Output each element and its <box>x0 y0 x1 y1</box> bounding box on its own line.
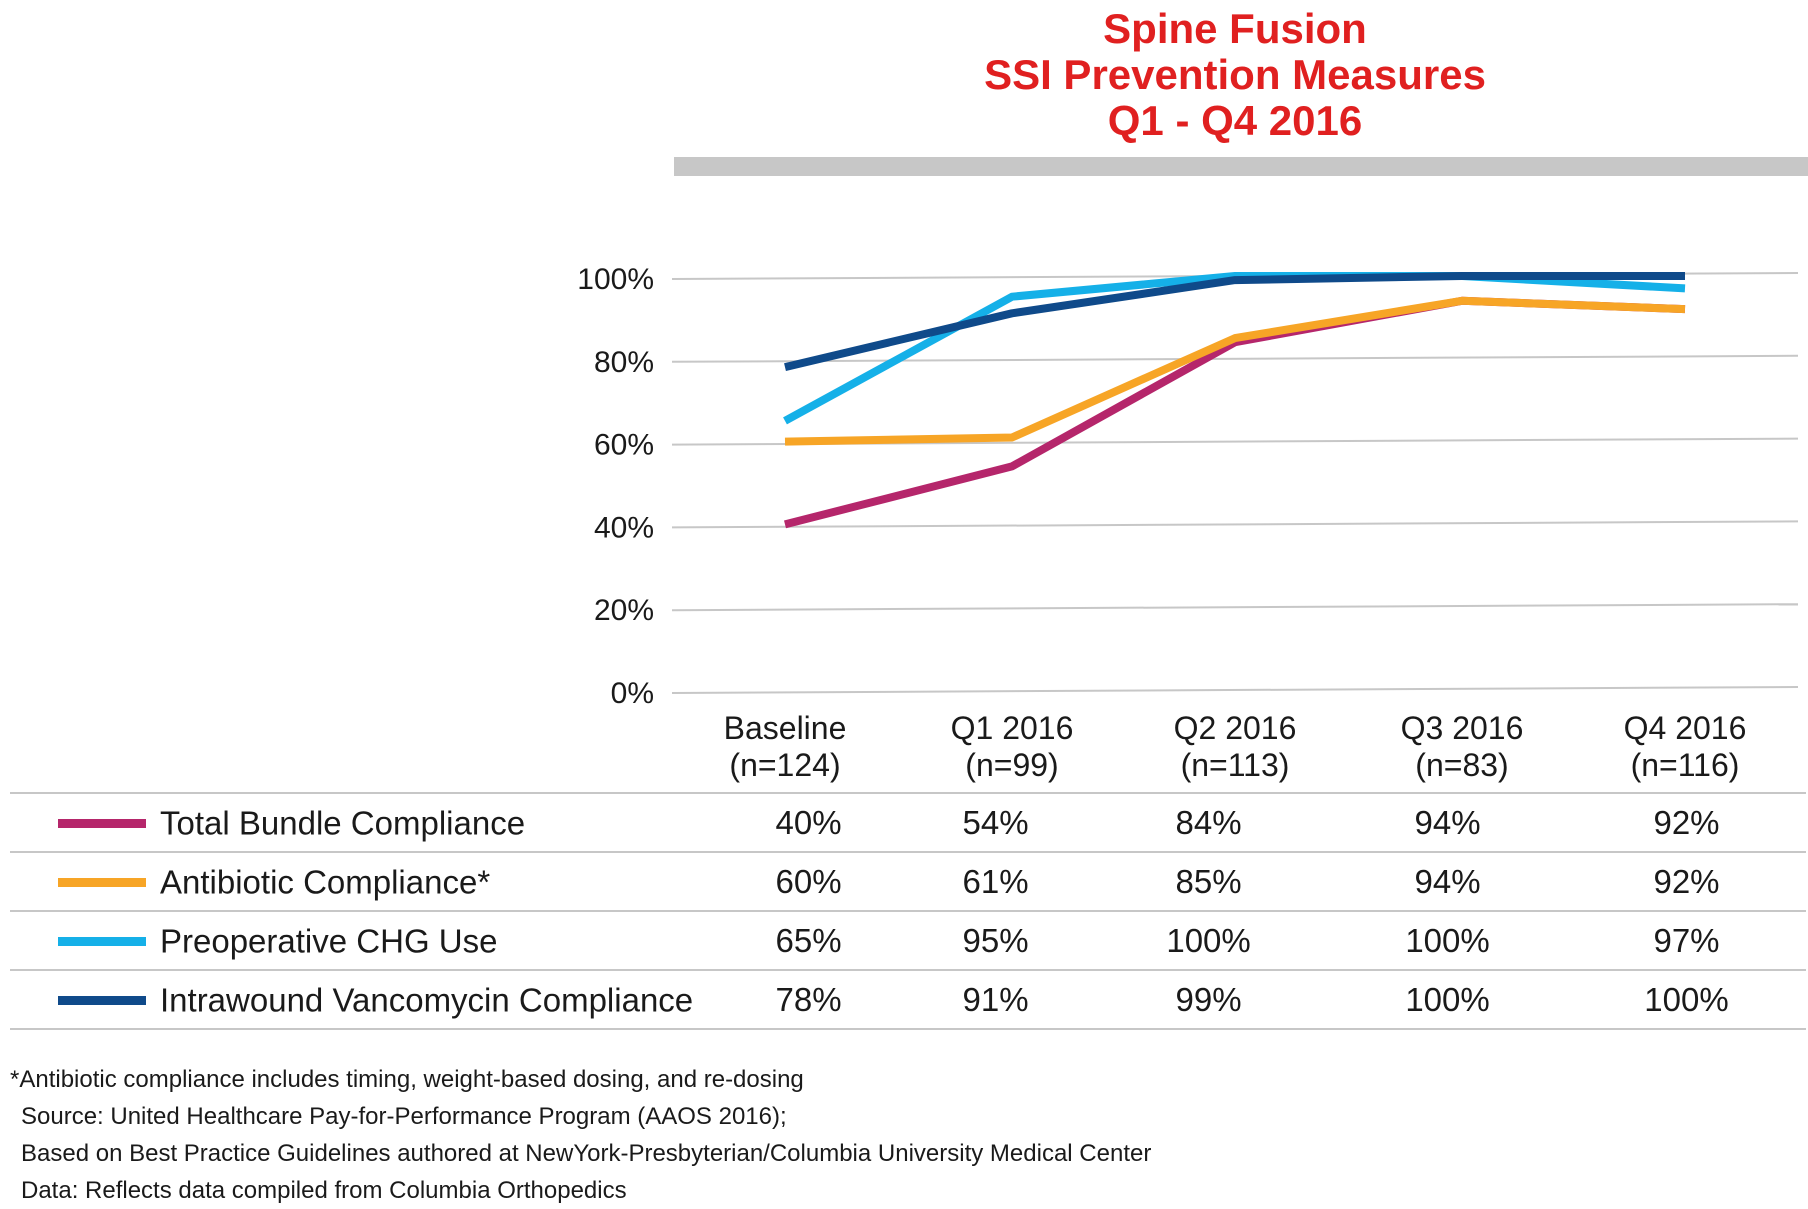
value-cell: 40% <box>715 792 903 853</box>
chart-title-line-1: Spine Fusion <box>1103 5 1367 52</box>
series-line-2 <box>783 272 1686 425</box>
y-tick-label-60: 60% <box>594 429 654 462</box>
gridline-40 <box>671 520 1799 529</box>
y-tick-label-40: 40% <box>594 511 654 544</box>
value-cell: 61% <box>902 851 1090 912</box>
table-row: Antibiotic Compliance* 60% 61% 85% 94% 92% <box>10 851 1806 912</box>
y-tick-label-80: 80% <box>594 346 654 379</box>
value-cell: 85% <box>1089 851 1329 912</box>
footnote-data: Data: Reflects data compiled from Columb… <box>21 1177 627 1204</box>
legend-label: Antibiotic Compliance* <box>160 863 491 901</box>
legend-cell: Total Bundle Compliance <box>10 792 715 853</box>
gridline-0 <box>671 686 1799 694</box>
value-cell: 94% <box>1328 792 1567 853</box>
line-chart: 0% 20% 40% 60% 80% 100% Baseline(n=124) Q1 201… <box>577 263 1799 783</box>
table-row: Intrawound Vancomycin Compliance 78% 91% 99… <box>10 969 1806 1030</box>
value-cell: 97% <box>1567 910 1806 971</box>
value-cell: 99% <box>1089 969 1329 1030</box>
x-category-count-0: (n=124) <box>729 747 840 783</box>
value-cell: 65% <box>715 910 903 971</box>
gridline-20 <box>671 603 1799 612</box>
series-line-1 <box>784 296 1686 446</box>
value-cell: 54% <box>902 792 1090 853</box>
value-cell: 100% <box>1567 969 1806 1030</box>
legend-cell: Intrawound Vancomycin Compliance <box>10 969 715 1030</box>
x-category-label-2: Q2 2016 <box>1174 710 1297 746</box>
x-axis-categories: Baseline(n=124)Q1 2016(n=99)Q2 2016(n=11… <box>724 710 1747 783</box>
x-category-label-4: Q4 2016 <box>1624 710 1747 746</box>
table-row: Preoperative CHG Use 65% 95% 100% 100% 97% <box>10 910 1806 971</box>
chart-title-line-3: Q1 - Q4 2016 <box>1107 97 1363 144</box>
value-cell: 100% <box>1089 910 1329 971</box>
x-category-label-1: Q1 2016 <box>951 710 1074 746</box>
legend-label: Intrawound Vancomycin Compliance <box>160 981 694 1019</box>
series-line-3 <box>784 272 1685 371</box>
value-cell: 94% <box>1328 851 1567 912</box>
x-category-count-4: (n=116) <box>1631 747 1740 783</box>
x-category-label-0: Baseline <box>724 710 847 746</box>
legend-cell: Antibiotic Compliance* <box>10 851 715 912</box>
legend-swatch <box>58 819 146 829</box>
legend-swatch <box>58 996 146 1006</box>
footnotes: *Antibiotic compliance includes timing, … <box>10 1061 1151 1209</box>
value-cell: 84% <box>1089 792 1329 853</box>
value-cell: 91% <box>902 969 1090 1030</box>
legend-swatch <box>58 937 146 947</box>
legend-label: Total Bundle Compliance <box>160 804 526 842</box>
footnote-source-1: Source: United Healthcare Pay-for-Perfor… <box>21 1103 787 1130</box>
table-row: Total Bundle Compliance 40% 54% 84% 94% 92% <box>10 792 1806 853</box>
y-tick-label-20: 20% <box>594 594 654 627</box>
y-tick-label-100: 100% <box>577 263 654 296</box>
value-cell: 92% <box>1567 851 1806 912</box>
title-underline-bar <box>674 157 1808 176</box>
series-lines <box>783 272 1686 529</box>
value-cell: 60% <box>715 851 903 912</box>
value-cell: 95% <box>902 910 1090 971</box>
value-cell: 100% <box>1328 969 1567 1030</box>
value-cell: 92% <box>1567 792 1806 853</box>
value-cell: 100% <box>1328 910 1567 971</box>
x-category-count-3: (n=83) <box>1415 747 1508 783</box>
gridline-80 <box>671 354 1799 363</box>
legend-cell: Preoperative CHG Use <box>10 910 715 971</box>
value-cell: 78% <box>715 969 903 1030</box>
x-category-label-3: Q3 2016 <box>1401 710 1524 746</box>
y-axis-ticks: 0% 20% 40% 60% 80% 100% <box>577 263 654 710</box>
x-category-count-2: (n=113) <box>1181 747 1290 783</box>
data-table: Total Bundle Compliance 40% 54% 84% 94% 92% An… <box>10 792 1806 1030</box>
x-category-count-1: (n=99) <box>965 747 1058 783</box>
y-tick-label-0: 0% <box>611 677 654 710</box>
footnote-asterisk: *Antibiotic compliance includes timing, … <box>10 1066 804 1093</box>
legend-label: Preoperative CHG Use <box>160 922 498 960</box>
footnote-source-2: Based on Best Practice Guidelines author… <box>21 1140 1152 1167</box>
chart-title-line-2: SSI Prevention Measures <box>984 51 1486 98</box>
legend-swatch <box>58 878 146 888</box>
